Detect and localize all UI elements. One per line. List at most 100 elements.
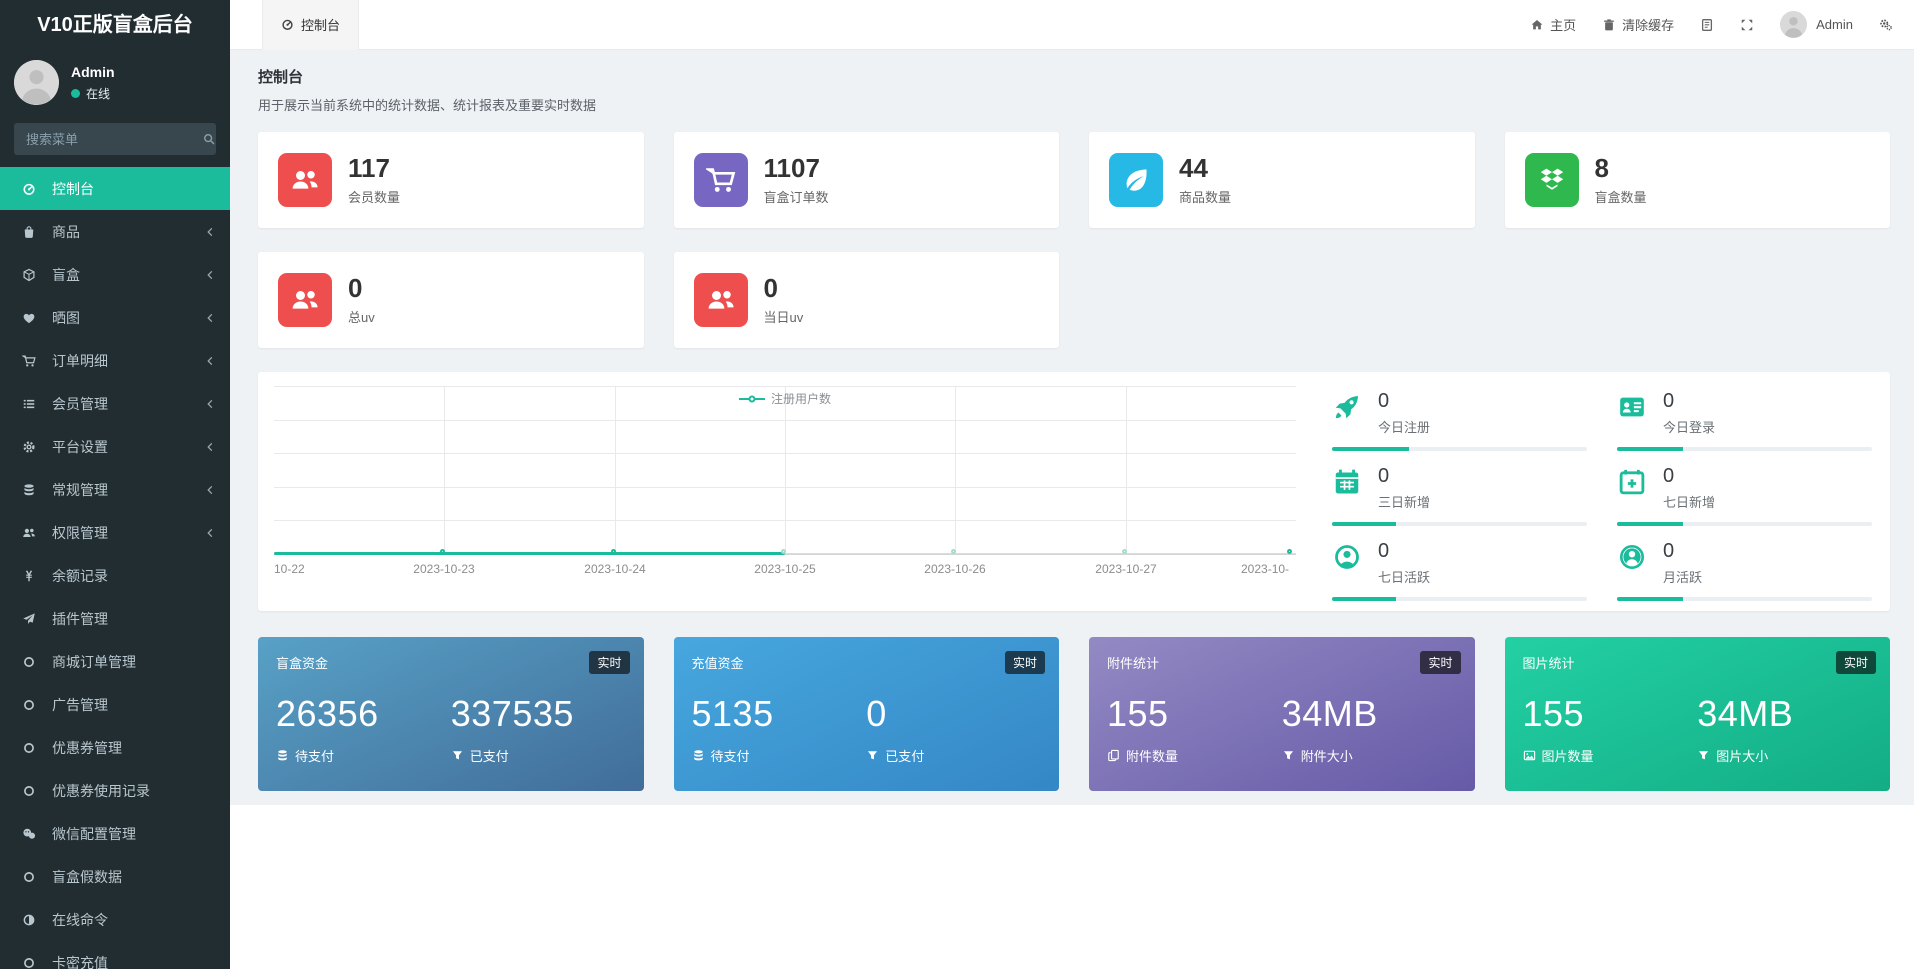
sidebar-item-label: 插件管理 xyxy=(52,610,108,627)
mini-stat-2: 0 三日新增 xyxy=(1332,465,1587,526)
id-card-icon xyxy=(1617,392,1647,422)
user-status: 在线 xyxy=(71,85,115,102)
tab-dashboard[interactable]: 控制台 xyxy=(262,0,360,50)
sidebar-item-12[interactable]: 广告管理 xyxy=(0,683,230,726)
user-circle-solid-icon xyxy=(1617,542,1647,572)
sidebar-item-6[interactable]: 平台设置 xyxy=(0,425,230,468)
data-point-marker[interactable] xyxy=(611,549,616,554)
realtime-metric: 155 图片数量 xyxy=(1523,694,1698,765)
realtime-card-title: 充值资金 xyxy=(691,656,744,671)
sidebar-item-0[interactable]: 控制台 xyxy=(0,167,230,210)
sidebar-item-2[interactable]: 盲盒 xyxy=(0,253,230,296)
stat-label: 盲盒订单数 xyxy=(763,189,829,205)
search-input[interactable] xyxy=(26,131,202,147)
chart-legend[interactable]: 注册用户数 xyxy=(738,390,832,407)
topbar-user-name: Admin xyxy=(1816,17,1853,32)
realtime-card-title: 图片统计 xyxy=(1522,656,1575,671)
log-icon xyxy=(1700,18,1714,32)
topbar-action-home[interactable]: 主页 xyxy=(1530,15,1576,34)
realtime-metric-value: 337535 xyxy=(450,693,574,734)
mini-stat-progressbar xyxy=(1617,522,1872,526)
mini-stat-label: 月活跃 xyxy=(1663,570,1703,585)
mini-stat-progress-fill xyxy=(1332,447,1409,451)
mini-stat-progressbar xyxy=(1332,522,1587,526)
sidebar-item-14[interactable]: 优惠券使用记录 xyxy=(0,769,230,812)
realtime-metric: 0 已支付 xyxy=(866,694,1041,765)
stat-value: 8 xyxy=(1594,153,1609,184)
adjust-icon xyxy=(22,913,46,927)
realtime-metric-label: 附件大小 xyxy=(1282,746,1457,765)
sidebar-item-17[interactable]: 在线命令 xyxy=(0,898,230,941)
sidebar-item-4[interactable]: 订单明细 xyxy=(0,339,230,382)
realtime-metric: 34MB 图片大小 xyxy=(1697,694,1872,765)
topbar-action-expand[interactable] xyxy=(1740,18,1754,32)
sidebar-item-9[interactable]: 余额记录 xyxy=(0,554,230,597)
data-point-marker[interactable] xyxy=(1122,549,1127,554)
data-point-marker[interactable] xyxy=(440,549,445,554)
calendar-plus-icon xyxy=(1617,467,1647,497)
x-axis-label: 2023-10-25 xyxy=(754,562,816,576)
mini-stat-label: 今日登录 xyxy=(1663,420,1716,435)
users-icon xyxy=(706,285,736,315)
stat-row2-card-0: 0 总uv xyxy=(258,252,644,348)
mini-stat-text: 0 月活跃 xyxy=(1663,540,1702,586)
realtime-card-2: 附件统计 实时 155 附件数量 34MB 附件大小 xyxy=(1089,637,1475,791)
sidebar-item-11[interactable]: 商城订单管理 xyxy=(0,640,230,683)
data-point-marker[interactable] xyxy=(781,549,786,554)
mini-stat-value: 0 xyxy=(1378,465,1390,487)
mini-stat-label: 三日新增 xyxy=(1378,495,1431,510)
sidebar-item-5[interactable]: 会员管理 xyxy=(0,382,230,425)
sidebar-item-label: 盲盒 xyxy=(52,266,80,283)
realtime-metric-label-text: 附件数量 xyxy=(1126,748,1179,764)
dashboard-content: 控制台 用于展示当前系统中的统计数据、统计报表及重要实时数据 117 会员数量 11… xyxy=(230,50,1914,805)
stat-row1-card-1: 1107 盲盒订单数 xyxy=(673,132,1059,228)
topbar-user-menu[interactable]: Admin xyxy=(1780,11,1853,38)
user-panel: Admin 在线 xyxy=(0,50,230,117)
sidebar-item-10[interactable]: 插件管理 xyxy=(0,597,230,640)
sidebar-item-18[interactable]: 卡密充值 xyxy=(0,941,230,969)
stat-row2-card-1: 0 当日uv xyxy=(673,252,1059,348)
data-point-marker[interactable] xyxy=(1287,549,1292,554)
paper-plane-icon xyxy=(22,612,46,626)
cogs-icon[interactable] xyxy=(1879,18,1892,31)
chart-gridline-v xyxy=(785,386,786,554)
topbar-action-trash[interactable]: 清除缓存 xyxy=(1602,15,1674,34)
sidebar-item-7[interactable]: 常规管理 xyxy=(0,468,230,511)
stat-label: 盲盒数量 xyxy=(1594,189,1647,205)
sidebar-item-15[interactable]: 微信配置管理 xyxy=(0,812,230,855)
stat-icon-tile xyxy=(693,273,748,327)
filter-icon xyxy=(451,749,464,762)
sidebar-item-label: 晒图 xyxy=(52,309,80,326)
mini-stat-0: 0 今日注册 xyxy=(1332,390,1587,451)
mini-stat-top: 0 今日登录 xyxy=(1617,390,1872,436)
sidebar-item-3[interactable]: 晒图 xyxy=(0,296,230,339)
database-icon xyxy=(276,749,289,762)
sidebar-item-8[interactable]: 权限管理 xyxy=(0,511,230,554)
topbar-action-log[interactable] xyxy=(1700,18,1714,32)
mini-stat-label: 七日活跃 xyxy=(1378,570,1431,585)
realtime-metric: 155 附件数量 xyxy=(1107,694,1282,765)
mini-stat-3: 0 七日新增 xyxy=(1617,465,1872,526)
registered-users-chart: 注册用户数 10-22 2023-10-23 2023-10-24 2023-10-25… xyxy=(274,386,1296,584)
realtime-metric-label-text: 图片大小 xyxy=(1716,748,1769,764)
mini-stat-progressbar xyxy=(1332,597,1587,601)
mini-stat-text: 0 三日新增 xyxy=(1378,465,1430,511)
sidebar-item-1[interactable]: 商品 xyxy=(0,210,230,253)
realtime-badge: 实时 xyxy=(1420,651,1461,674)
sidebar-item-13[interactable]: 优惠券管理 xyxy=(0,726,230,769)
series-line-pale xyxy=(785,553,1296,554)
stat-body: 0 总uv xyxy=(348,274,375,326)
legend-label: 注册用户数 xyxy=(770,392,832,406)
search-icon[interactable] xyxy=(202,132,216,146)
list-icon xyxy=(22,397,46,411)
realtime-metric-label-text: 已支付 xyxy=(469,748,509,764)
mini-stat-progress-fill xyxy=(1332,597,1396,601)
page-subtitle: 用于展示当前系统中的统计数据、统计报表及重要实时数据 xyxy=(258,98,597,113)
data-point-marker[interactable] xyxy=(951,549,956,554)
sidebar-item-16[interactable]: 盲盒假数据 xyxy=(0,855,230,898)
database-icon xyxy=(692,749,705,762)
realtime-metric-value: 26356 xyxy=(276,693,379,734)
page-title: 控制台 xyxy=(258,69,304,86)
mini-stats-grid: 0 今日注册 0 今日登录 0 三日新增 0 七日新增 0 七日活跃 0 月活跃 xyxy=(1332,386,1872,601)
chevron-left-icon xyxy=(204,312,216,324)
